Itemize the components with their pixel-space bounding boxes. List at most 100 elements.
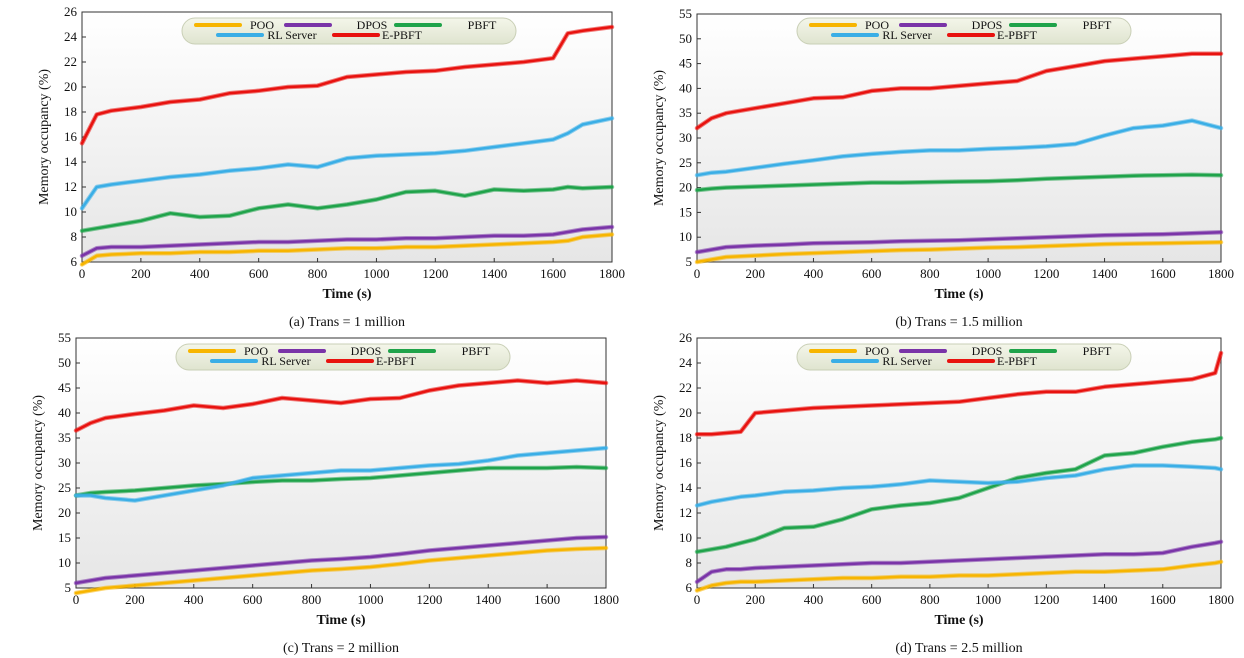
y-tick-label: 24 bbox=[679, 355, 693, 370]
legend-label: PBFT bbox=[1083, 18, 1112, 32]
chart-panel-3: 5 10 15 20 25 30 35 40 45 50 55 0 200 400 600 800 1000 12… bbox=[31, 330, 619, 656]
y-tick-label: 30 bbox=[679, 130, 692, 145]
y-tick-label: 18 bbox=[679, 430, 692, 445]
y-tick-label: 10 bbox=[679, 229, 692, 244]
x-axis-label: Time (s) bbox=[934, 613, 983, 628]
series-line-rl-server bbox=[695, 464, 1223, 507]
y-tick-label: 15 bbox=[58, 530, 71, 545]
y-tick-label: 25 bbox=[679, 155, 692, 170]
legend-box bbox=[796, 17, 1132, 45]
legend-label: RL Server bbox=[261, 354, 310, 368]
x-tick-label: 1000 bbox=[975, 592, 1001, 607]
x-tick-label: 600 bbox=[862, 266, 882, 281]
x-axis-label: Time (s) bbox=[934, 287, 983, 302]
legend-label: POO bbox=[250, 18, 274, 32]
x-tick-label: 200 bbox=[745, 592, 765, 607]
y-tick-label: 20 bbox=[679, 405, 692, 420]
series-line-poo bbox=[80, 233, 614, 266]
x-axis-label: Time (s) bbox=[316, 613, 365, 628]
plot-area bbox=[696, 337, 1222, 589]
x-tick-label: 1400 bbox=[1092, 592, 1118, 607]
y-tick-label: 20 bbox=[58, 505, 71, 520]
x-tick-label: 1400 bbox=[481, 266, 507, 281]
y-tick-label: 45 bbox=[58, 380, 71, 395]
panel-caption: (c) Trans = 2 million bbox=[283, 641, 399, 656]
y-tick-label: 40 bbox=[679, 80, 692, 95]
x-tick-label: 1800 bbox=[599, 266, 625, 281]
x-tick-label: 1800 bbox=[1208, 592, 1234, 607]
y-tick-label: 22 bbox=[64, 54, 77, 69]
y-tick-label: 55 bbox=[58, 330, 71, 345]
x-tick-label: 1800 bbox=[593, 592, 619, 607]
x-tick-label: 400 bbox=[190, 266, 210, 281]
series-line-poo bbox=[695, 560, 1223, 592]
y-tick-label: 24 bbox=[64, 29, 78, 44]
legend-label: DPOS bbox=[357, 18, 388, 32]
legend-label: DPOS bbox=[972, 344, 1003, 358]
x-tick-label: 1200 bbox=[422, 266, 448, 281]
y-tick-label: 6 bbox=[71, 254, 78, 269]
x-tick-label: 200 bbox=[125, 592, 145, 607]
legend: POO DPOS PBFT RL Server E-PBFT bbox=[796, 343, 1132, 371]
x-tick-label: 400 bbox=[804, 266, 824, 281]
x-tick-label: 800 bbox=[302, 592, 322, 607]
legend-label: POO bbox=[865, 18, 889, 32]
series-line-e-pbft bbox=[695, 351, 1223, 436]
x-tick-label: 1800 bbox=[1208, 266, 1234, 281]
x-tick-label: 0 bbox=[694, 592, 701, 607]
y-tick-label: 10 bbox=[58, 555, 71, 570]
legend-box bbox=[175, 343, 511, 371]
x-tick-label: 600 bbox=[243, 592, 263, 607]
series-line-rl-server bbox=[695, 119, 1223, 177]
series-line-poo bbox=[695, 240, 1223, 264]
y-tick-label: 14 bbox=[679, 480, 693, 495]
x-tick-label: 1200 bbox=[416, 592, 442, 607]
legend-label: PBFT bbox=[468, 18, 497, 32]
y-tick-label: 20 bbox=[679, 180, 692, 195]
x-tick-label: 1600 bbox=[1150, 266, 1176, 281]
legend-label: PBFT bbox=[462, 344, 491, 358]
chart-panel-2: 5 10 15 20 25 30 35 40 45 50 55 0 200 400 600 800 1000 12… bbox=[652, 6, 1234, 330]
legend-label: POO bbox=[865, 344, 889, 358]
x-tick-label: 1000 bbox=[363, 266, 389, 281]
series-line-pbft bbox=[80, 185, 614, 233]
series-line-rl-server bbox=[74, 446, 608, 502]
y-tick-label: 30 bbox=[58, 455, 71, 470]
x-tick-label: 0 bbox=[79, 266, 86, 281]
y-tick-label: 15 bbox=[679, 204, 692, 219]
y-tick-label: 35 bbox=[679, 105, 692, 120]
legend-label: E-PBFT bbox=[382, 28, 423, 42]
y-tick-label: 40 bbox=[58, 405, 71, 420]
chart-panel-4: 6 8 10 12 14 16 18 20 22 24 26 0 200 400 600 800 1000 120… bbox=[652, 330, 1234, 656]
y-tick-label: 45 bbox=[679, 56, 692, 71]
y-tick-label: 50 bbox=[58, 355, 71, 370]
y-tick-label: 12 bbox=[679, 505, 692, 520]
y-tick-label: 18 bbox=[64, 104, 77, 119]
legend-label: DPOS bbox=[351, 344, 382, 358]
y-tick-label: 10 bbox=[64, 204, 77, 219]
plot-area bbox=[81, 11, 613, 263]
y-tick-label: 8 bbox=[686, 555, 693, 570]
x-tick-label: 1000 bbox=[975, 266, 1001, 281]
series-line-poo bbox=[74, 546, 608, 595]
panel-caption: (a) Trans = 1 million bbox=[289, 315, 405, 330]
x-tick-label: 1200 bbox=[1033, 266, 1059, 281]
x-tick-label: 1600 bbox=[540, 266, 566, 281]
x-tick-label: 800 bbox=[920, 266, 940, 281]
x-tick-label: 1600 bbox=[534, 592, 560, 607]
legend-label: DPOS bbox=[972, 18, 1003, 32]
x-axis-label: Time (s) bbox=[322, 287, 371, 302]
legend-label: RL Server bbox=[267, 28, 316, 42]
y-tick-label: 12 bbox=[64, 179, 77, 194]
legend-label: E-PBFT bbox=[997, 28, 1038, 42]
plot-area bbox=[696, 13, 1222, 263]
series-line-pbft bbox=[74, 465, 608, 497]
x-tick-label: 400 bbox=[804, 592, 824, 607]
y-tick-label: 55 bbox=[679, 6, 692, 21]
y-tick-label: 16 bbox=[64, 129, 78, 144]
x-tick-label: 800 bbox=[308, 266, 328, 281]
legend: POO DPOS PBFT RL Server E-PBFT bbox=[181, 17, 517, 45]
series-line-e-pbft bbox=[74, 379, 608, 432]
x-tick-label: 600 bbox=[249, 266, 269, 281]
